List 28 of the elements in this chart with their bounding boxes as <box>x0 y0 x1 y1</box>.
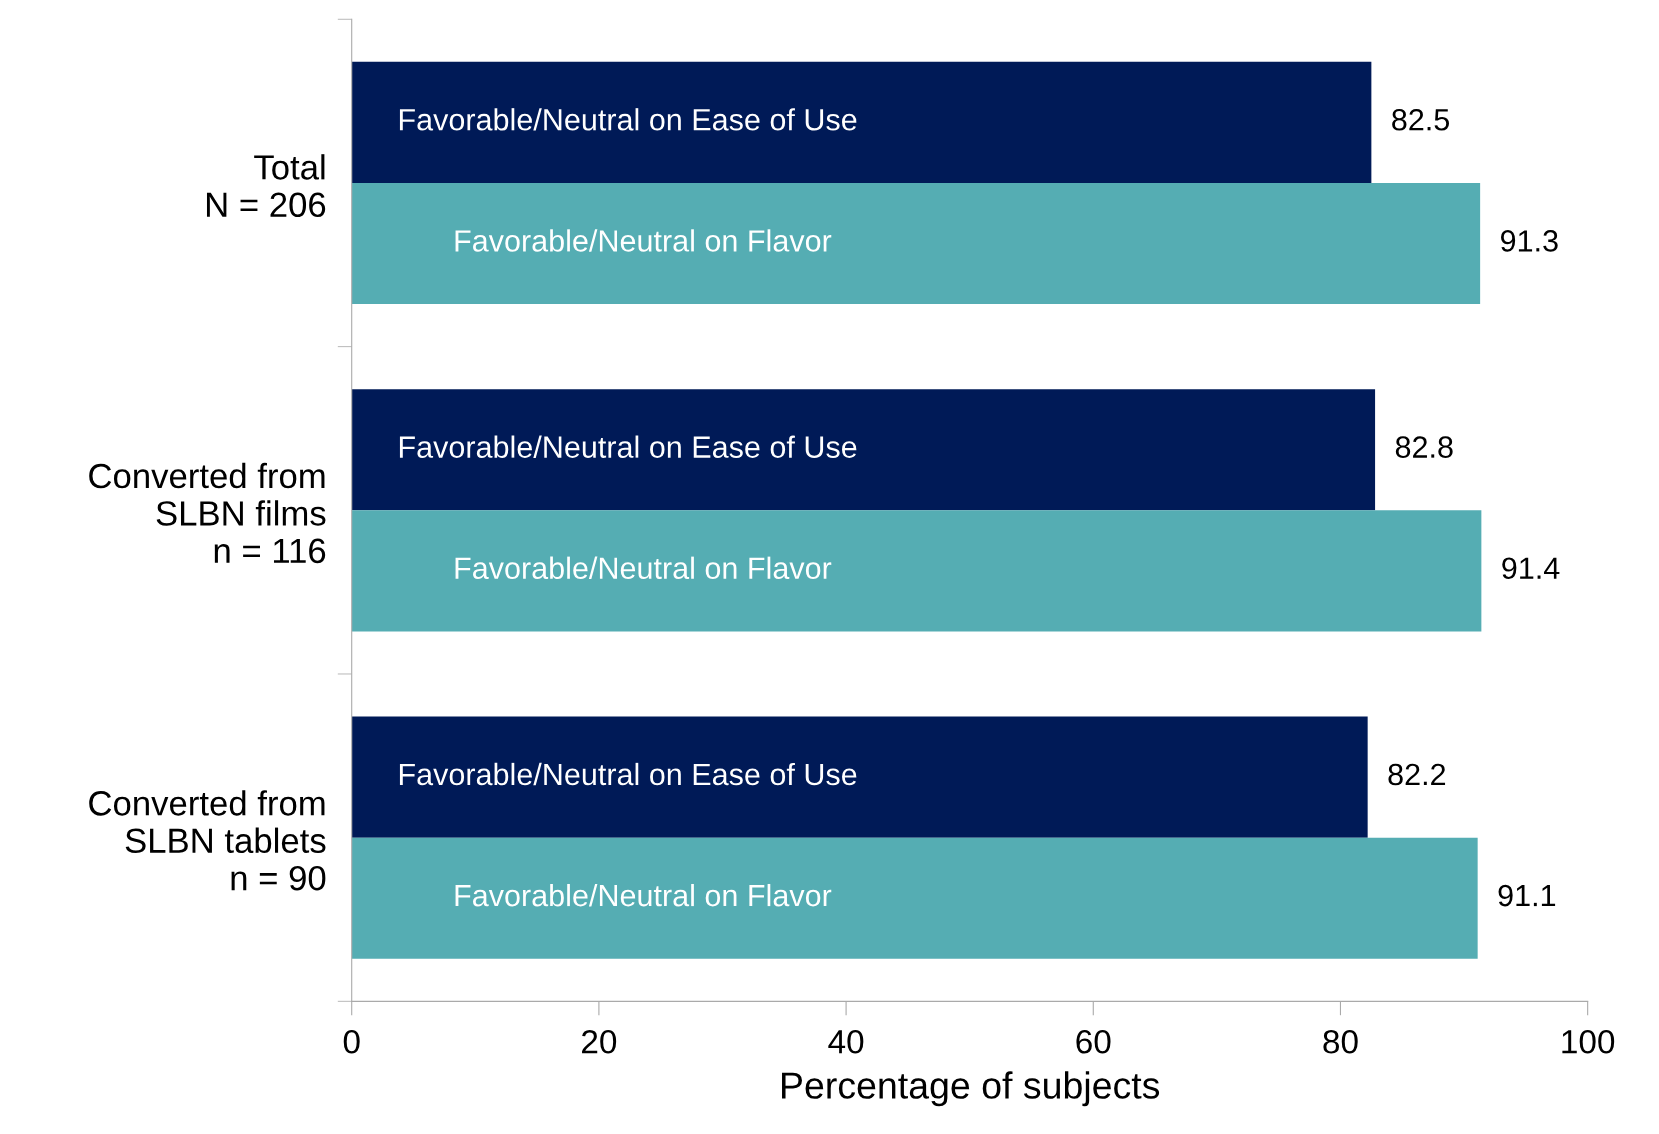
data-label: 91.3 <box>1501 230 1558 252</box>
bar <box>351 61 1372 183</box>
text: Favorable/Neutral on Ease of Use <box>399 762 857 786</box>
series-label: Favorable/Neutral on Flavor <box>455 556 832 580</box>
x-tick-label: 40 <box>828 1029 864 1054</box>
data-label: 91.1 <box>1498 884 1556 907</box>
bar <box>351 837 1478 959</box>
data-label: 82.2 <box>1388 763 1446 786</box>
y-tick-label: Converted from SLBN tablets n = 90 <box>89 790 326 891</box>
text: Favorable/Neutral on Flavor <box>455 229 832 252</box>
text: Favorable/Neutral on Flavor <box>455 883 832 907</box>
bar <box>351 389 1376 511</box>
x-tick-label: 60 <box>1076 1029 1111 1054</box>
data-label: 91.4 <box>1502 557 1560 580</box>
x-tick-label: 0 <box>343 1029 360 1054</box>
data-label: 82.5 <box>1392 108 1449 131</box>
series-label: Favorable/Neutral on Ease of Use <box>399 435 857 458</box>
x-tick-label: 100 <box>1562 1029 1615 1054</box>
bar <box>351 510 1482 632</box>
bar <box>351 182 1481 305</box>
data-label: 82.8 <box>1395 436 1453 458</box>
x-axis-title: Percentage of subjects <box>782 1071 1160 1107</box>
text: Favorable/Neutral on Ease of Use <box>399 108 857 131</box>
x-tick-label: 80 <box>1323 1029 1358 1054</box>
bar <box>351 716 1368 838</box>
y-tick-label: Total N = 206 <box>206 154 326 218</box>
x-tick-label: 20 <box>582 1029 617 1054</box>
y-tick-label: Converted from SLBN films n = 116 <box>89 462 326 564</box>
